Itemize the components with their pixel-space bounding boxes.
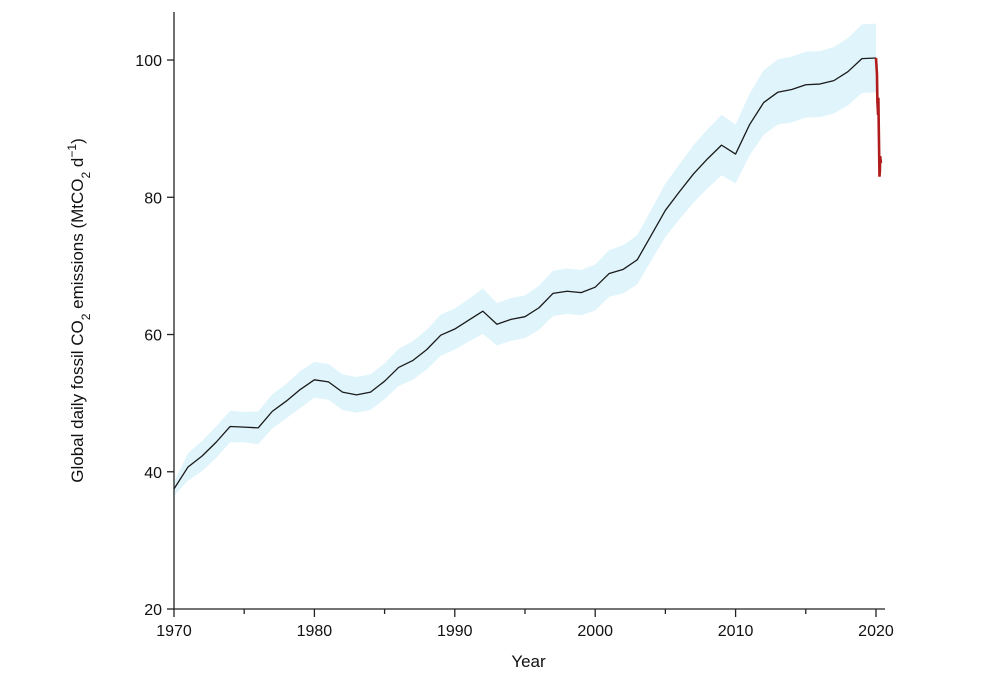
x-tick-label: 1970 bbox=[156, 623, 192, 640]
y-axis-title-part: Global daily fossil CO bbox=[68, 320, 87, 483]
recent-daily-emissions-line bbox=[874, 57, 883, 177]
y-axis-title-part: d bbox=[68, 158, 87, 172]
y-tick-label: 80 bbox=[144, 190, 162, 207]
x-tick-label: 2000 bbox=[577, 623, 613, 640]
x-axis-title: Year bbox=[511, 652, 546, 671]
y-tick-label: 60 bbox=[144, 328, 162, 345]
uncertainty-band bbox=[174, 23, 876, 496]
x-tick-label: 1980 bbox=[297, 623, 333, 640]
y-tick-label: 100 bbox=[135, 53, 162, 70]
x-tick-label: 2010 bbox=[718, 623, 754, 640]
y-axis-title-superscript: −1 bbox=[65, 144, 79, 158]
uncertainty-band-layer bbox=[174, 23, 876, 496]
y-axis-title-subscript: 2 bbox=[79, 171, 93, 178]
recent-layer bbox=[874, 57, 883, 177]
x-tick-label: 2020 bbox=[858, 623, 894, 640]
y-axis-title-part: emissions (MtCO bbox=[68, 178, 87, 313]
y-tick-label: 20 bbox=[144, 602, 162, 619]
axes-layer: 20 40 60 80 100 1970 1980 1990 2000 2010 2020 bbox=[135, 12, 894, 640]
annual-emissions-line bbox=[173, 57, 877, 490]
y-axis-title-subscript: 2 bbox=[79, 313, 93, 320]
x-tick-label: 1990 bbox=[437, 623, 473, 640]
y-tick-label: 40 bbox=[144, 465, 162, 482]
series-layer bbox=[173, 57, 877, 490]
label-layer: Year Global daily fossil CO2 emissions (… bbox=[65, 138, 546, 671]
y-axis-title-part: ) bbox=[68, 138, 87, 144]
y-axis-title: Global daily fossil CO2 emissions (MtCO2… bbox=[65, 138, 93, 483]
